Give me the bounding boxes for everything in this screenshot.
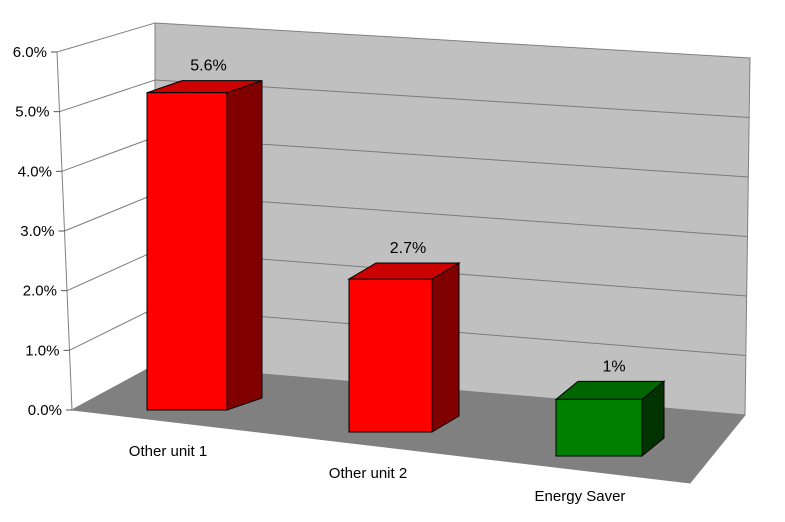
- x-axis-category-labels: Other unit 1 Other unit 2 Energy Saver: [129, 443, 626, 505]
- gridline: [59, 79, 750, 118]
- data-label: 5.6%: [190, 58, 226, 75]
- bars: [146, 79, 666, 458]
- data-label: 2.7%: [390, 240, 426, 257]
- side-wall: [56, 22, 156, 411]
- bar: [146, 79, 263, 411]
- bar: [554, 380, 666, 458]
- y-tick-label: 5.0%: [15, 104, 49, 121]
- bar-side-face: [431, 262, 460, 433]
- y-axis-tick-labels: 0.0% 1.0% 2.0% 3.0% 4.0% 5.0% 6.0%: [13, 44, 62, 419]
- bar: [347, 262, 461, 433]
- y-tick-label: 2.0%: [23, 283, 57, 300]
- bar-front-face: [348, 278, 433, 433]
- category-label: Energy Saver: [535, 488, 626, 505]
- bar-front-face: [555, 398, 643, 457]
- y-tick-label: 4.0%: [18, 163, 52, 180]
- y-tick-label: 6.0%: [13, 44, 47, 61]
- y-tick-label: 0.0%: [28, 402, 62, 419]
- y-tick-label: 1.0%: [25, 342, 59, 359]
- bar-side-face: [226, 79, 263, 411]
- bar-front-face: [146, 92, 228, 411]
- category-label: Other unit 2: [329, 465, 407, 482]
- data-labels: 5.6% 2.7% 1%: [190, 58, 625, 376]
- y-tick-label: 3.0%: [20, 223, 54, 240]
- category-label: Other unit 1: [129, 443, 207, 460]
- data-label: 1%: [602, 358, 625, 375]
